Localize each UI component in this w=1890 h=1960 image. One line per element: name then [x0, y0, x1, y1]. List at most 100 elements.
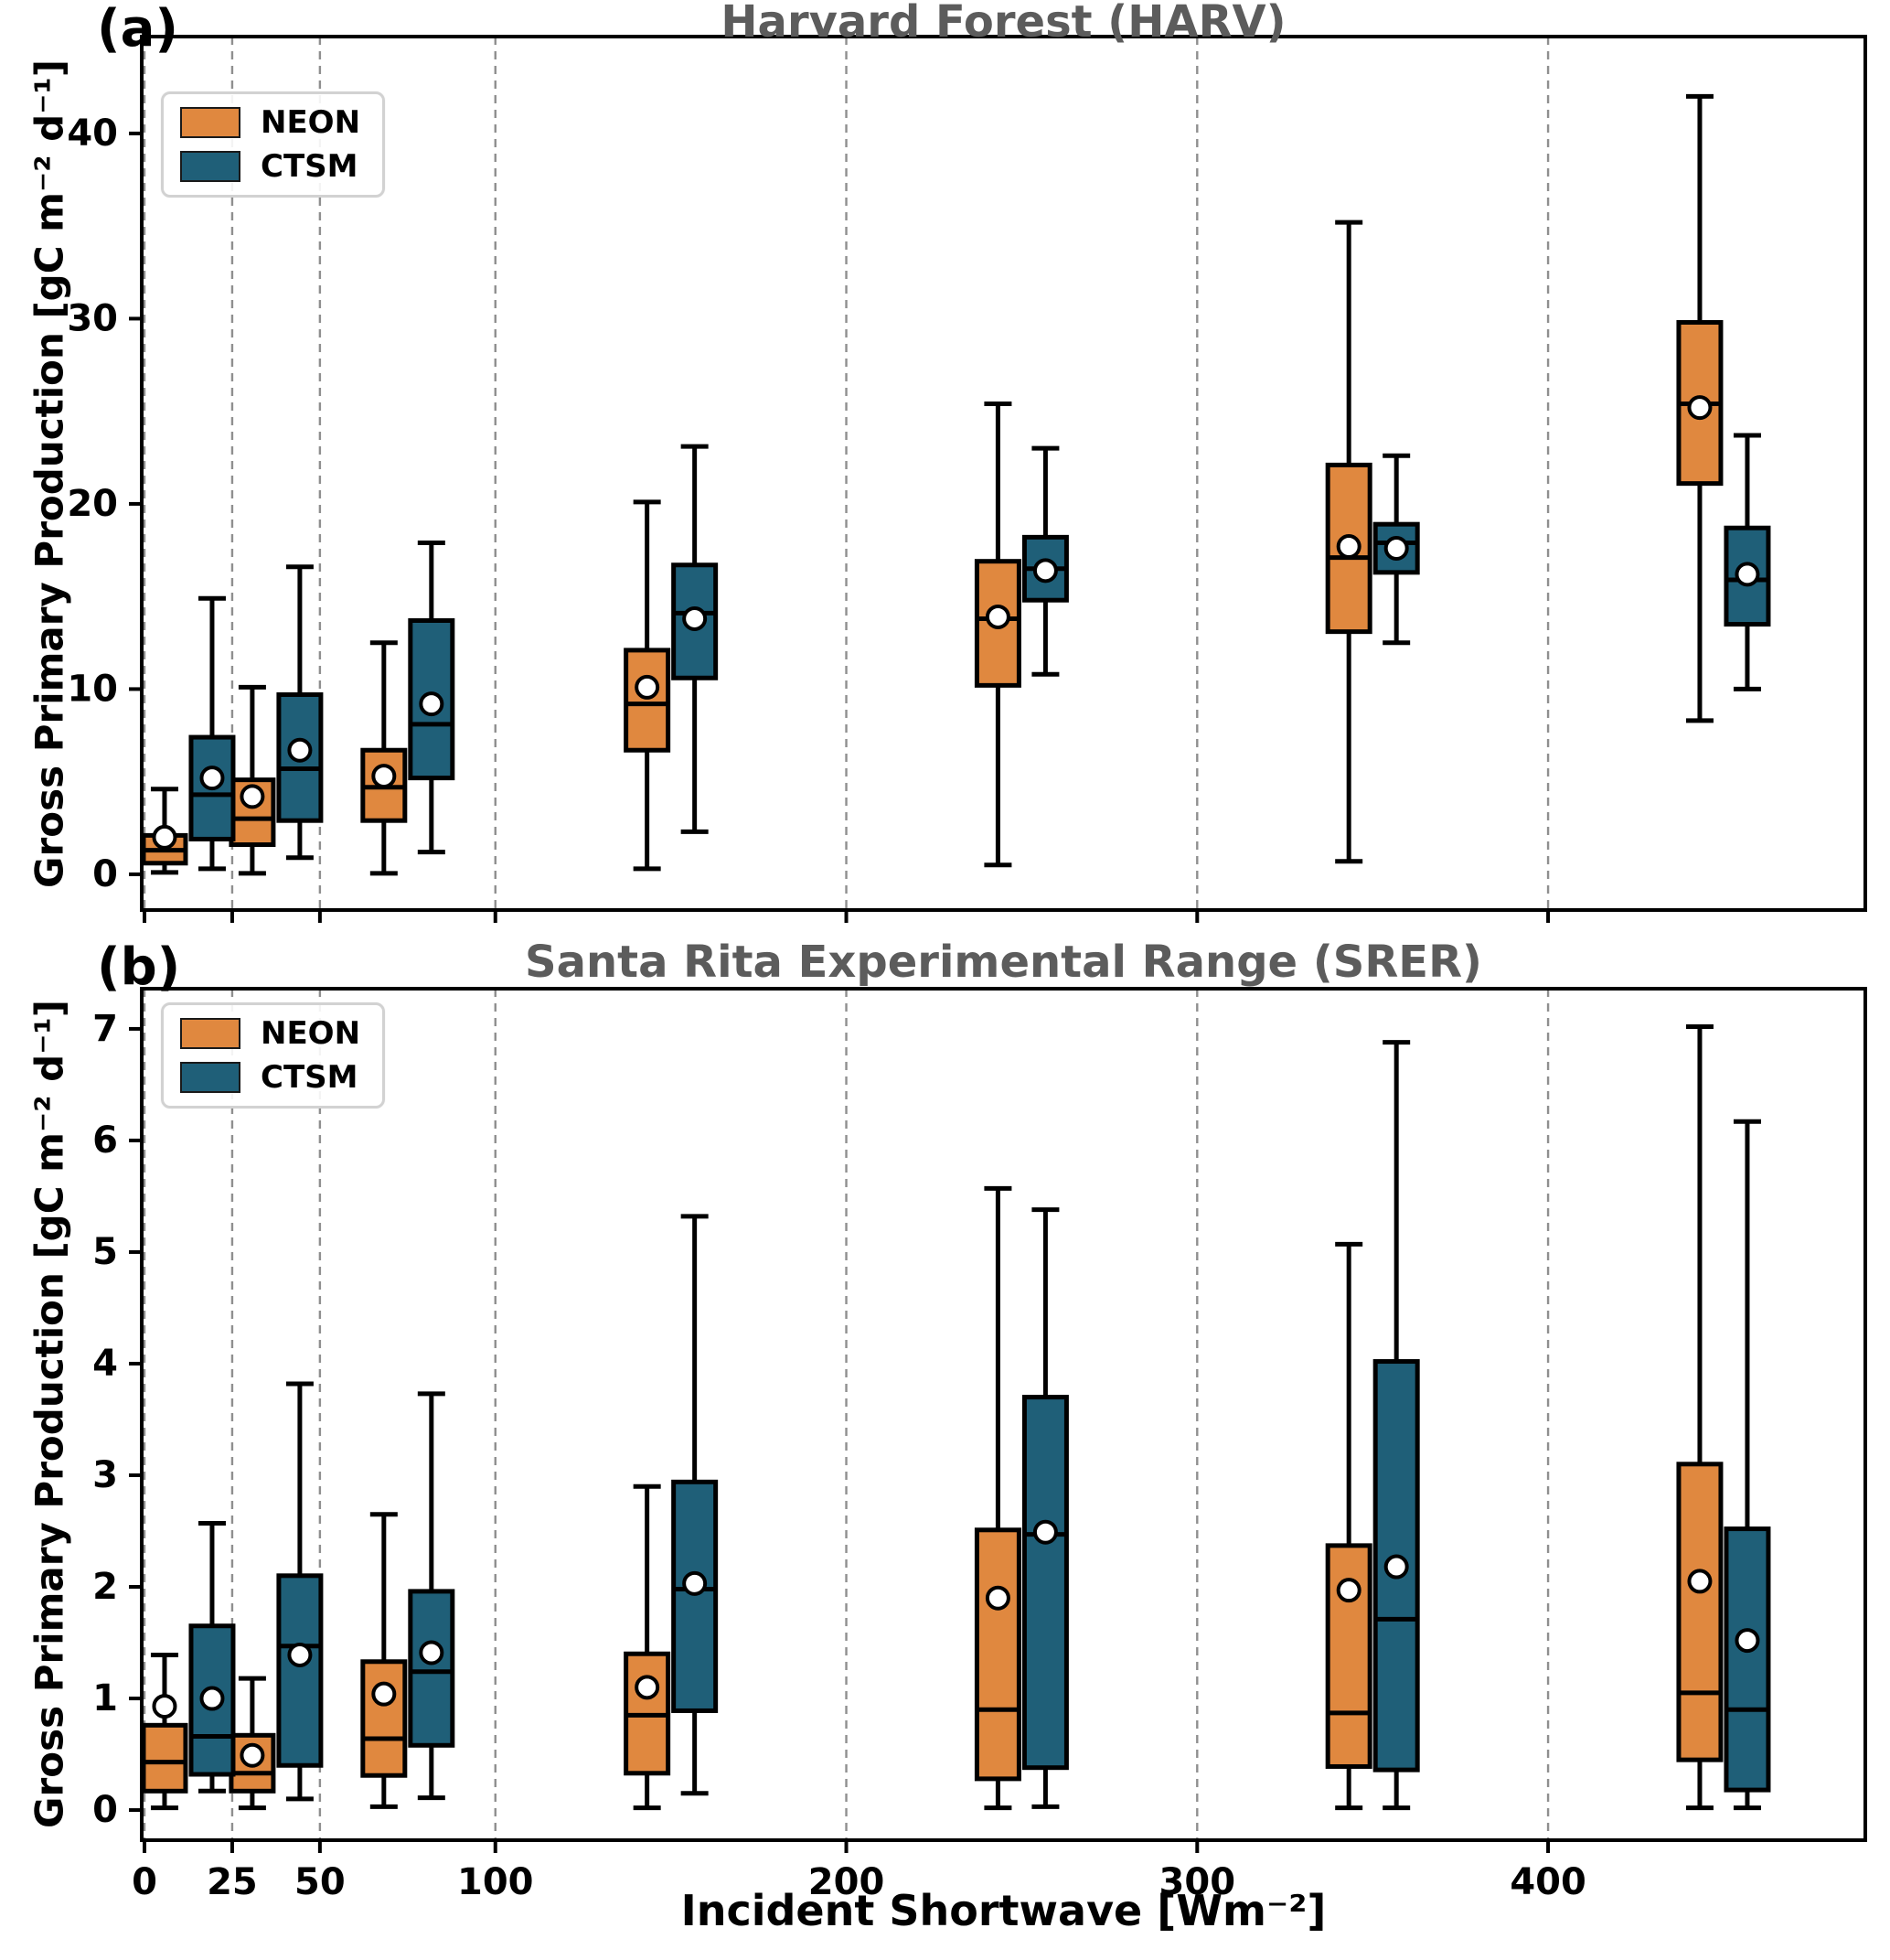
- mean-marker: [1735, 1628, 1760, 1654]
- neon-swatch-icon: [180, 1018, 240, 1049]
- legend-item-neon: NEON: [180, 107, 360, 138]
- boxplot-ctsm-6: [1724, 433, 1771, 691]
- panel-b: 0 1 2 3 4 5 6 7 0 25 50 100 200 300 400: [92, 987, 1867, 1903]
- x-tick-label: 0: [132, 1861, 157, 1903]
- box-ctsm: [671, 1479, 719, 1713]
- mean-marker: [371, 1681, 397, 1707]
- panel-b-legend: NEON CTSM: [161, 1002, 386, 1109]
- legend-item-neon: NEON: [180, 1018, 360, 1049]
- mean-marker: [985, 604, 1010, 629]
- panel-b-label: (b): [97, 937, 181, 997]
- mean-marker: [419, 691, 444, 717]
- y-tick-label: 30: [67, 297, 118, 339]
- boxplot-ctsm-0: [188, 595, 236, 872]
- boxplot-ctsm-6: [1724, 1119, 1771, 1811]
- mean-marker: [1336, 533, 1361, 559]
- y-tick-label: 0: [92, 853, 118, 895]
- mean-marker: [1032, 558, 1058, 584]
- mean-marker: [240, 1742, 265, 1768]
- panel-a: 0 10 20 30 40: [67, 35, 1867, 923]
- box-neon: [141, 1722, 188, 1794]
- panel-a-label: (a): [97, 0, 178, 59]
- y-tick-label: 1: [92, 1677, 118, 1719]
- panel-spines: [140, 35, 1867, 912]
- mean-marker: [1687, 395, 1713, 421]
- boxplot-neon-4: [974, 1185, 1021, 1811]
- mean-marker: [287, 737, 313, 763]
- y-tick-label: 10: [67, 668, 118, 710]
- x-tick-label: 25: [207, 1861, 258, 1903]
- boxplot-ctsm-4: [1021, 445, 1069, 677]
- box-ctsm: [1724, 1526, 1771, 1793]
- x-tick-label: 50: [294, 1861, 346, 1903]
- box-neon: [360, 1659, 408, 1778]
- boxplot-ctsm-3: [671, 444, 719, 834]
- mean-marker: [152, 1694, 177, 1719]
- box-ctsm: [671, 562, 719, 680]
- neon-legend-label: NEON: [261, 104, 361, 141]
- boxplot-neon-3: [624, 1483, 671, 1811]
- mean-marker: [371, 764, 397, 789]
- y-tick-label: 7: [92, 1008, 118, 1050]
- boxplot-neon-0: [141, 787, 188, 875]
- x-tick-label: 100: [457, 1861, 534, 1903]
- boxplot-neon-6: [1676, 1023, 1724, 1811]
- mean-marker: [635, 1675, 660, 1700]
- ctsm-swatch-icon: [180, 151, 240, 182]
- boxplot-neon-2: [360, 1512, 408, 1809]
- boxplot-ctsm-1: [276, 564, 324, 861]
- x-tick-label: 200: [808, 1861, 885, 1903]
- neon-swatch-icon: [180, 107, 240, 138]
- mean-marker: [682, 605, 708, 631]
- boxplot-ctsm-5: [1372, 1040, 1420, 1811]
- ctsm-legend-label: CTSM: [261, 148, 358, 185]
- mean-marker: [240, 784, 265, 809]
- panel-b-y-axis-label: Gross Primary Production [gC m⁻² d⁻¹]: [27, 1000, 72, 1828]
- boxplot-neon-0: [141, 1652, 188, 1811]
- mean-marker: [1383, 536, 1409, 562]
- boxplot-ctsm-1: [276, 1381, 324, 1802]
- ctsm-swatch-icon: [180, 1062, 240, 1093]
- mean-marker: [1336, 1578, 1361, 1603]
- mean-marker: [985, 1585, 1010, 1611]
- mean-marker: [1383, 1554, 1409, 1580]
- panel-a-title: Harvard Forest (HARV): [721, 0, 1287, 48]
- legend-item-ctsm: CTSM: [180, 1062, 360, 1093]
- boxplot-neon-1: [229, 684, 276, 876]
- boxplot-ctsm-2: [408, 1391, 455, 1801]
- y-tick-label: 5: [92, 1231, 118, 1273]
- boxplot-neon-5: [1325, 220, 1372, 864]
- boxplot-neon-2: [360, 640, 408, 876]
- boxplot-ctsm-4: [1021, 1207, 1069, 1809]
- boxplot-ctsm-5: [1372, 453, 1420, 646]
- box-ctsm: [1021, 1395, 1069, 1771]
- mean-marker: [287, 1642, 313, 1667]
- box-neon: [974, 1527, 1021, 1782]
- boxplot-neon-1: [229, 1676, 276, 1811]
- mean-marker: [682, 1570, 708, 1596]
- x-tick-label: 400: [1510, 1861, 1586, 1903]
- mean-marker: [1032, 1519, 1058, 1545]
- neon-legend-label: NEON: [261, 1015, 361, 1052]
- boxplot-ctsm-0: [188, 1520, 236, 1794]
- y-tick-label: 20: [67, 483, 118, 525]
- boxplot-neon-4: [974, 402, 1021, 868]
- boxplot-ctsm-3: [671, 1214, 719, 1796]
- box-ctsm: [276, 1573, 324, 1768]
- y-tick-label: 4: [92, 1343, 118, 1385]
- mean-marker: [199, 1686, 225, 1711]
- y-tick-label: 6: [92, 1119, 118, 1162]
- boxplot-ctsm-2: [408, 540, 455, 855]
- panel-spines: [140, 987, 1867, 1842]
- mean-marker: [152, 824, 177, 850]
- y-tick-label: 0: [92, 1789, 118, 1831]
- mean-marker: [1735, 562, 1760, 587]
- boxplot-neon-6: [1676, 93, 1724, 723]
- mean-marker: [635, 674, 660, 700]
- box-ctsm: [408, 617, 455, 781]
- x-axis-title: Incident Shortwave [Wm⁻²]: [680, 1886, 1327, 1935]
- boxplot-neon-5: [1325, 1241, 1372, 1811]
- panel-a-y-axis-label: Gross Primary Production [gC m⁻² d⁻¹]: [27, 59, 72, 888]
